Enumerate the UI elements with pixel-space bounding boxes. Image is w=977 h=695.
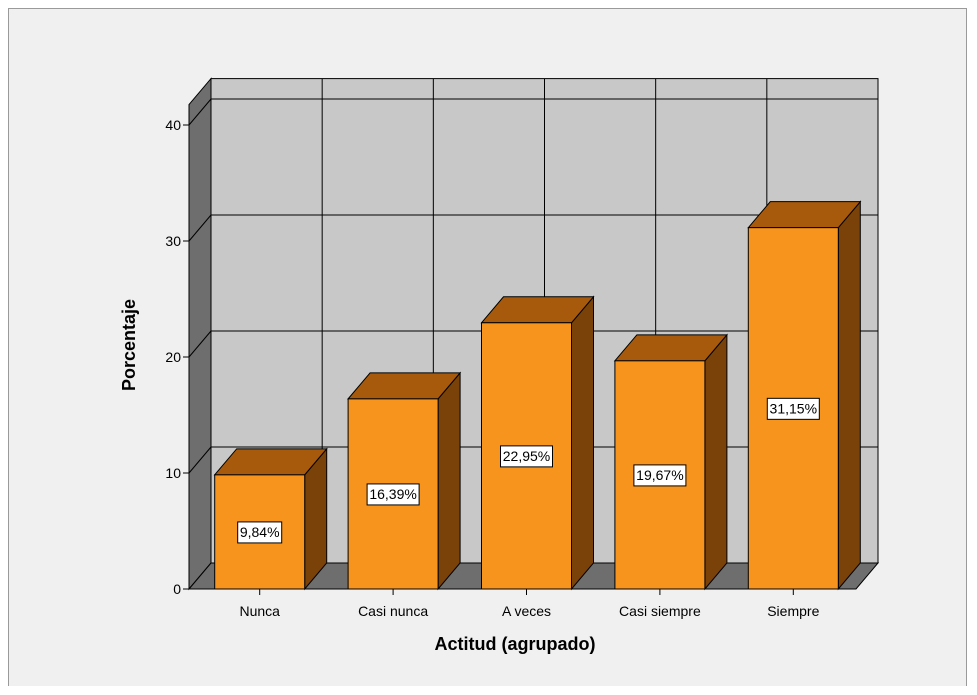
data-label-box bbox=[237, 521, 283, 544]
bar-side bbox=[837, 200, 861, 591]
data-label: 31,15% bbox=[770, 400, 817, 416]
bar-side bbox=[437, 371, 461, 591]
x-axis-title: Actitud (agrupado) bbox=[435, 634, 596, 654]
x-tick-label: A veces bbox=[502, 603, 551, 619]
data-label: 19,67% bbox=[636, 467, 683, 483]
y-tick-label: 0 bbox=[173, 581, 181, 597]
y-tick-label: 20 bbox=[165, 349, 181, 365]
x-tick-label: Casi siempre bbox=[619, 603, 701, 619]
data-label-box bbox=[633, 464, 687, 487]
y-tick-label: 10 bbox=[165, 465, 181, 481]
data-label: 22,95% bbox=[503, 448, 550, 464]
chart-axes: 0 10 20 30 40 Nunca Casi nunca A veces Casi siem… bbox=[165, 104, 856, 619]
data-label: 9,84% bbox=[240, 524, 280, 540]
gridline-side bbox=[188, 98, 212, 126]
gridline-side bbox=[188, 446, 212, 474]
y-tick-label: 40 bbox=[165, 117, 181, 133]
data-label: 16,39% bbox=[369, 486, 416, 502]
bar-side bbox=[704, 333, 728, 591]
x-tick-label: Casi nunca bbox=[358, 603, 428, 619]
gridline-side bbox=[188, 330, 212, 358]
chart-frame: 9,84% 16,39% 22,95% 19,67% 31,15% 0 10 20 30 40 N… bbox=[8, 8, 967, 686]
bar-chart: 9,84% 16,39% 22,95% 19,67% 31,15% 0 10 20 30 40 N… bbox=[119, 77, 880, 654]
x-tick-label: Siempre bbox=[767, 603, 819, 619]
y-axis-title: Porcentaje bbox=[119, 299, 139, 391]
gridline-side bbox=[188, 214, 212, 242]
data-label-box bbox=[366, 483, 420, 506]
x-tick-label: Nunca bbox=[239, 603, 280, 619]
bar-3 bbox=[481, 322, 572, 590]
chart-data-labels: 9,84% 16,39% 22,95% 19,67% 31,15% bbox=[237, 397, 820, 544]
bar-side bbox=[571, 295, 594, 591]
data-label-box bbox=[500, 445, 553, 468]
y-tick-label: 30 bbox=[165, 233, 181, 249]
data-label-box bbox=[766, 397, 820, 420]
side-wall bbox=[188, 77, 212, 591]
